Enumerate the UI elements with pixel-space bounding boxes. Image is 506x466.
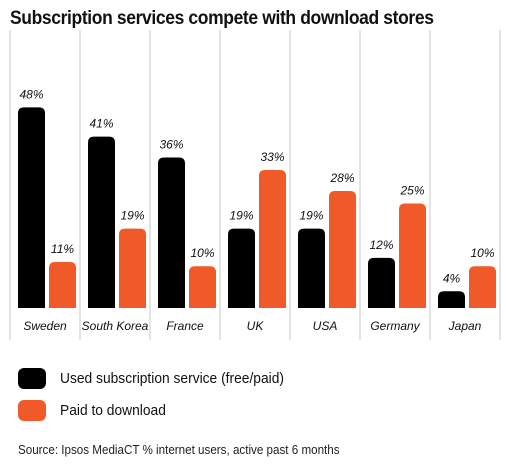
data-label-sweden-download: 11% xyxy=(51,242,74,256)
data-label-south-korea-subscription: 41% xyxy=(89,117,113,131)
category-label-france: France xyxy=(166,319,204,333)
bar-usa-download xyxy=(329,190,356,308)
data-label-uk-download: 33% xyxy=(260,150,284,164)
bar-usa-subscription xyxy=(298,228,325,308)
legend-swatch-download xyxy=(18,400,46,421)
category-label-sweden: Sweden xyxy=(23,319,67,333)
bar-south-korea-subscription xyxy=(88,136,115,308)
bar-france-subscription xyxy=(158,157,185,308)
bar-sweden-download xyxy=(49,262,76,308)
bar-uk-subscription xyxy=(228,228,255,308)
legend-swatch-subscription xyxy=(18,368,46,389)
legend-item-download: Paid to download xyxy=(18,400,175,421)
bar-japan-download xyxy=(469,266,496,308)
legend-label-subscription: Used subscription service (free/paid) xyxy=(60,370,284,387)
legend-item-subscription: Used subscription service (free/paid) xyxy=(18,368,303,389)
data-label-sweden-subscription: 48% xyxy=(19,87,43,101)
data-label-germany-download: 25% xyxy=(399,184,424,198)
data-label-germany-subscription: 12% xyxy=(369,238,393,252)
bar-france-download xyxy=(189,266,216,308)
data-label-usa-subscription: 19% xyxy=(299,209,323,223)
bar-south-korea-download xyxy=(119,228,146,308)
data-label-south-korea-download: 19% xyxy=(120,209,144,223)
bar-uk-download xyxy=(259,170,286,308)
bar-sweden-subscription xyxy=(18,107,45,308)
data-label-uk-subscription: 19% xyxy=(229,209,253,223)
legend-label-download: Paid to download xyxy=(60,402,166,419)
category-label-germany: Germany xyxy=(370,319,420,333)
bar-germany-download xyxy=(399,203,426,308)
data-label-japan-subscription: 4% xyxy=(443,271,461,285)
bar-chart: 48% 11% Sweden 41% 19% South Korea 36% 10% Franc… xyxy=(9,30,501,340)
category-label-usa: USA xyxy=(313,319,338,333)
category-label-japan: Japan xyxy=(448,319,482,333)
data-label-usa-download: 28% xyxy=(329,171,354,185)
category-label-south-korea: South Korea xyxy=(82,319,149,333)
data-label-france-subscription: 36% xyxy=(159,138,183,152)
bar-japan-subscription xyxy=(438,291,465,308)
source-note: Source: Ipsos MediaCT % internet users, … xyxy=(18,443,340,457)
chart-title: Subscription services compete with downl… xyxy=(10,8,434,29)
category-label-uk: UK xyxy=(247,319,265,333)
bar-germany-subscription xyxy=(368,257,395,308)
data-label-japan-download: 10% xyxy=(470,246,494,260)
data-label-france-download: 10% xyxy=(190,246,214,260)
